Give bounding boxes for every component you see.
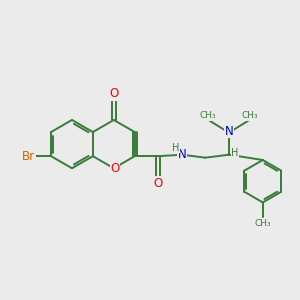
Text: CH₃: CH₃ — [241, 111, 258, 120]
Text: Br: Br — [22, 150, 35, 163]
Text: N: N — [177, 148, 186, 161]
Text: N: N — [224, 125, 233, 138]
Text: O: O — [109, 87, 119, 100]
Text: O: O — [154, 177, 163, 190]
Text: H: H — [172, 142, 179, 153]
Text: H: H — [231, 148, 238, 158]
Text: O: O — [111, 162, 120, 175]
Text: CH₃: CH₃ — [254, 219, 271, 228]
Text: CH₃: CH₃ — [200, 111, 217, 120]
